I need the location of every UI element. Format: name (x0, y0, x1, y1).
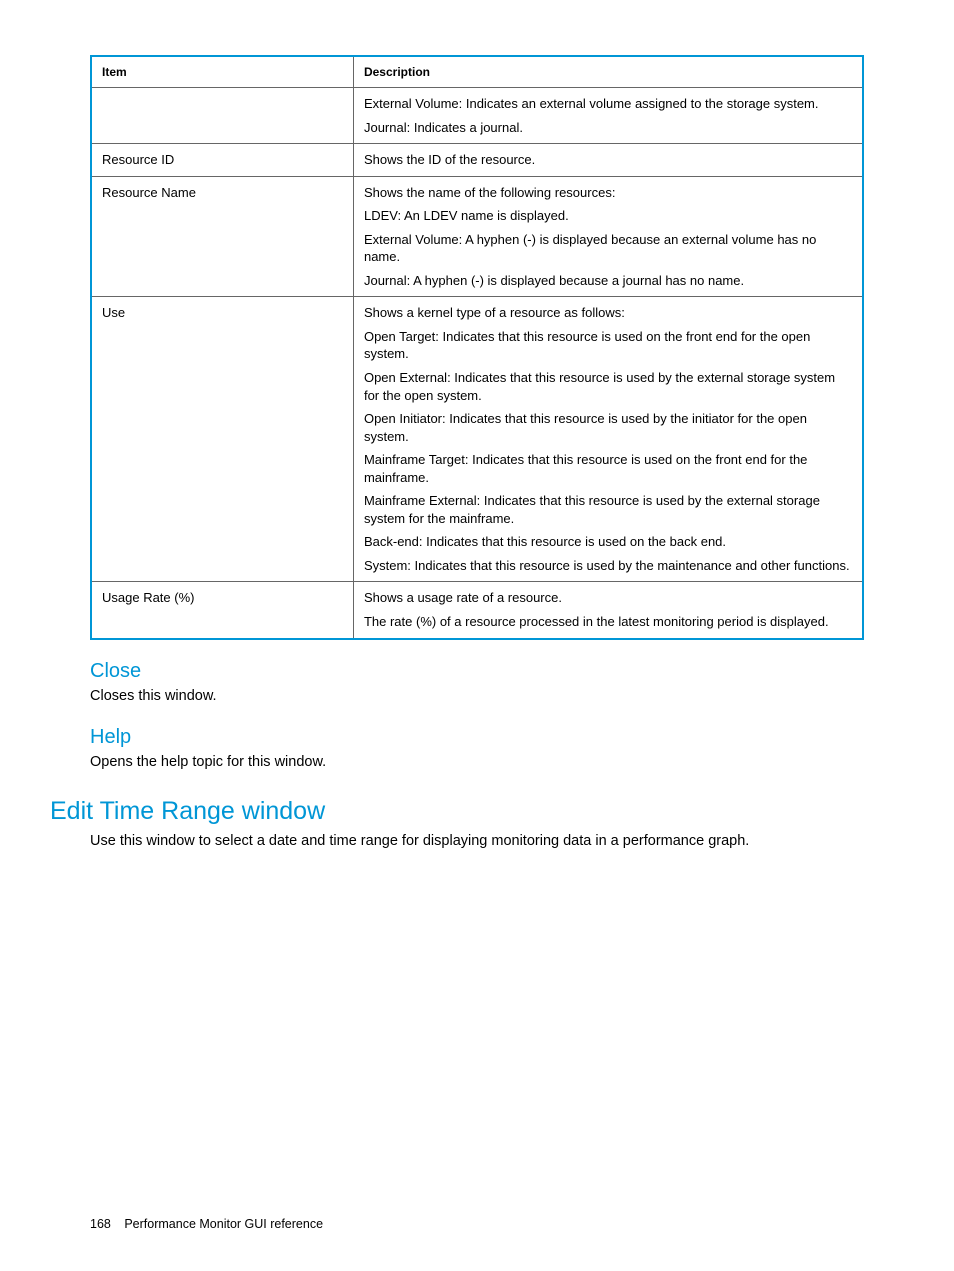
table-row: Resource Name Shows the name of the foll… (91, 176, 863, 297)
table-cell-item (91, 88, 353, 144)
table-cell-desc: External Volume: Indicates an external v… (353, 88, 863, 144)
reference-table: Item Description External Volume: Indica… (90, 55, 864, 640)
page-footer: 168 Performance Monitor GUI reference (90, 1217, 323, 1231)
table-row: Resource ID Shows the ID of the resource… (91, 144, 863, 177)
table-cell-desc: Shows the name of the following resource… (353, 176, 863, 297)
table-header-description: Description (353, 56, 863, 88)
text-close-body: Closes this window. (90, 687, 864, 707)
text-help-body: Opens the help topic for this window. (90, 753, 864, 773)
table-cell-desc: Shows the ID of the resource. (353, 144, 863, 177)
heading-close: Close (90, 660, 864, 683)
heading-help: Help (90, 726, 864, 749)
page-number: 168 (90, 1217, 111, 1231)
table-cell-item: Usage Rate (%) (91, 582, 353, 639)
table-cell-item: Resource ID (91, 144, 353, 177)
heading-edit-time-range: Edit Time Range window (50, 797, 864, 826)
table-row: Use Shows a kernel type of a resource as… (91, 297, 863, 582)
table-cell-item: Use (91, 297, 353, 582)
table-header-item: Item (91, 56, 353, 88)
table-cell-desc: Shows a usage rate of a resource. The ra… (353, 582, 863, 639)
text-edit-body: Use this window to select a date and tim… (90, 832, 864, 852)
table-row: External Volume: Indicates an external v… (91, 88, 863, 144)
table-cell-item: Resource Name (91, 176, 353, 297)
table-cell-desc: Shows a kernel type of a resource as fol… (353, 297, 863, 582)
table-row: Usage Rate (%) Shows a usage rate of a r… (91, 582, 863, 639)
footer-title: Performance Monitor GUI reference (124, 1217, 323, 1231)
